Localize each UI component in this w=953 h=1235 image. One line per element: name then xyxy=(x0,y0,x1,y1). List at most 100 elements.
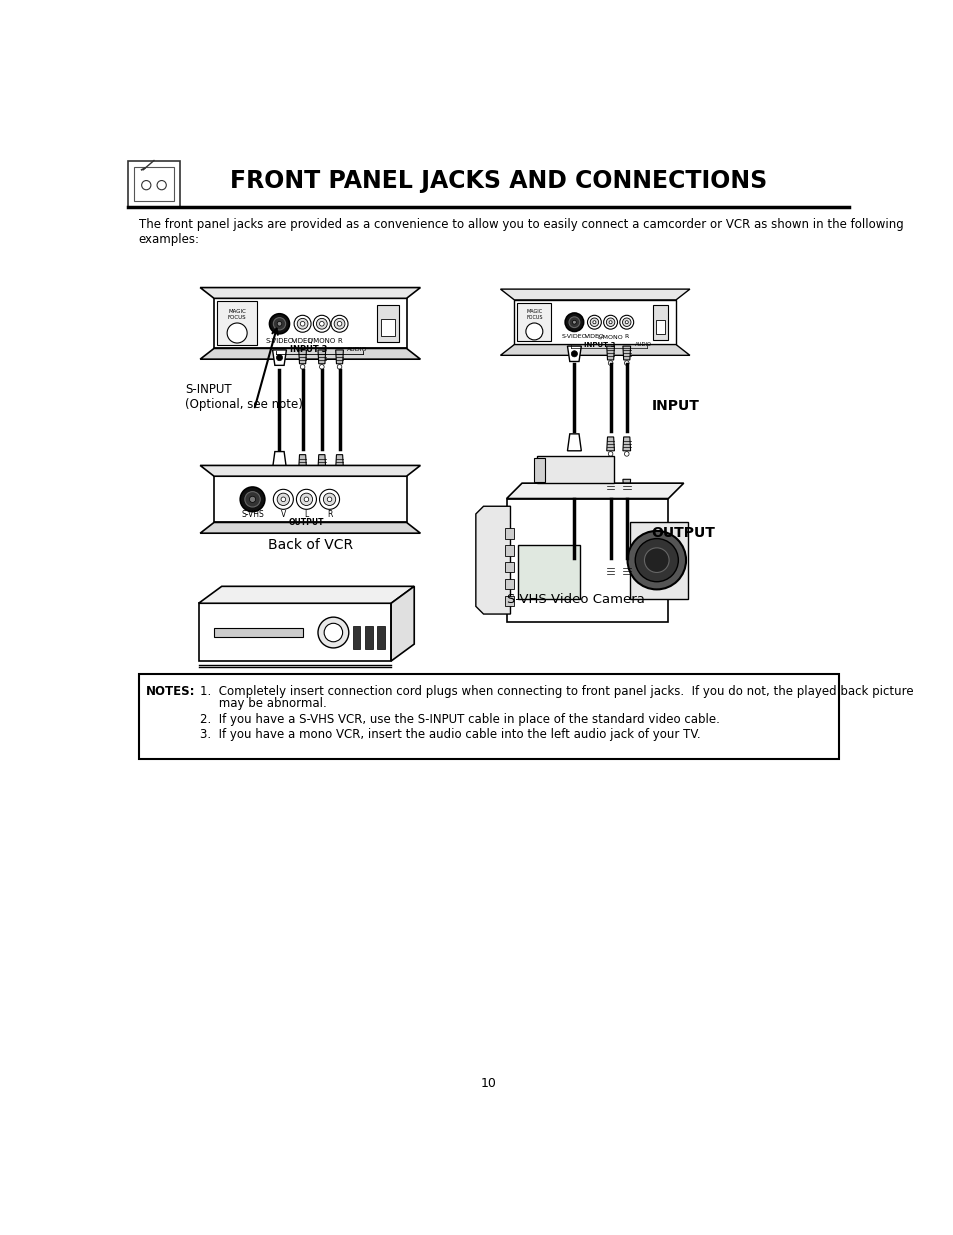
Polygon shape xyxy=(500,289,689,300)
Circle shape xyxy=(608,579,612,583)
Circle shape xyxy=(276,354,282,361)
Text: R: R xyxy=(336,337,341,343)
Polygon shape xyxy=(198,587,414,603)
Circle shape xyxy=(624,494,628,499)
Circle shape xyxy=(319,469,324,474)
Circle shape xyxy=(249,496,255,503)
Circle shape xyxy=(141,180,151,190)
Circle shape xyxy=(297,319,308,330)
Text: R: R xyxy=(327,510,332,519)
Bar xyxy=(138,674,839,758)
Bar xyxy=(376,626,385,650)
Circle shape xyxy=(300,364,305,369)
Circle shape xyxy=(572,320,576,324)
Text: AUDIO: AUDIO xyxy=(635,342,652,347)
Circle shape xyxy=(277,321,281,326)
Polygon shape xyxy=(606,564,614,578)
Polygon shape xyxy=(200,288,420,299)
Circle shape xyxy=(157,180,166,190)
Text: MAGIC
FOCUS: MAGIC FOCUS xyxy=(228,309,246,320)
Bar xyxy=(504,545,514,556)
Polygon shape xyxy=(273,350,286,366)
Circle shape xyxy=(624,361,628,366)
Bar xyxy=(128,161,180,206)
Polygon shape xyxy=(506,483,683,499)
Text: L/MONO: L/MONO xyxy=(598,335,623,340)
Circle shape xyxy=(624,321,628,324)
Text: S-VIDEO: S-VIDEO xyxy=(561,335,587,340)
Circle shape xyxy=(277,493,289,505)
Text: INPUT 3: INPUT 3 xyxy=(584,342,616,347)
Text: INPUT 3: INPUT 3 xyxy=(290,346,327,354)
Bar xyxy=(506,499,668,621)
Text: L/MONO: L/MONO xyxy=(308,337,335,343)
Circle shape xyxy=(245,492,260,508)
Circle shape xyxy=(571,351,577,357)
Circle shape xyxy=(608,452,612,456)
Text: MAGIC
FOCUS: MAGIC FOCUS xyxy=(525,309,542,320)
Text: FRONT PANEL JACKS AND CONNECTIONS: FRONT PANEL JACKS AND CONNECTIONS xyxy=(230,168,767,193)
Bar xyxy=(533,458,544,482)
Polygon shape xyxy=(200,348,420,359)
Text: V: V xyxy=(280,510,286,519)
Polygon shape xyxy=(606,346,614,359)
Circle shape xyxy=(319,489,339,509)
Circle shape xyxy=(635,538,678,582)
Polygon shape xyxy=(298,350,306,364)
Bar xyxy=(217,301,257,346)
Text: Back of VCR: Back of VCR xyxy=(268,537,353,552)
Circle shape xyxy=(304,496,309,501)
Text: S-VHS Video Camera: S-VHS Video Camera xyxy=(506,593,644,606)
Polygon shape xyxy=(391,587,414,661)
Polygon shape xyxy=(317,454,325,468)
Circle shape xyxy=(319,321,324,326)
Circle shape xyxy=(592,321,596,324)
Bar xyxy=(381,319,395,336)
Circle shape xyxy=(336,364,341,369)
Polygon shape xyxy=(500,345,689,356)
Text: 10: 10 xyxy=(480,1077,497,1091)
Polygon shape xyxy=(567,433,580,451)
Circle shape xyxy=(608,494,612,499)
Circle shape xyxy=(564,312,583,331)
Polygon shape xyxy=(200,466,420,477)
Bar xyxy=(376,305,398,342)
Text: VIDEO: VIDEO xyxy=(584,335,603,340)
Circle shape xyxy=(323,493,335,505)
Polygon shape xyxy=(273,452,286,468)
Circle shape xyxy=(608,321,612,324)
Circle shape xyxy=(622,317,630,326)
Bar xyxy=(517,545,579,599)
Circle shape xyxy=(606,317,614,326)
Bar xyxy=(537,456,614,483)
Circle shape xyxy=(274,317,285,330)
Polygon shape xyxy=(335,454,343,468)
Polygon shape xyxy=(622,437,630,451)
Circle shape xyxy=(319,364,324,369)
Circle shape xyxy=(644,548,668,573)
Text: 3.  If you have a mono VCR, insert the audio cable into the left audio jack of y: 3. If you have a mono VCR, insert the au… xyxy=(200,727,700,741)
Circle shape xyxy=(313,315,330,332)
Polygon shape xyxy=(567,561,580,578)
Polygon shape xyxy=(317,350,325,364)
Circle shape xyxy=(525,324,542,340)
Polygon shape xyxy=(335,350,343,364)
Circle shape xyxy=(624,452,628,456)
Circle shape xyxy=(317,618,349,648)
Bar xyxy=(213,299,406,348)
Bar xyxy=(198,603,391,661)
Circle shape xyxy=(571,484,577,490)
Bar xyxy=(652,305,668,340)
Polygon shape xyxy=(622,479,630,493)
Bar xyxy=(514,300,676,345)
Circle shape xyxy=(334,319,345,330)
Polygon shape xyxy=(606,479,614,493)
Polygon shape xyxy=(567,346,580,362)
Bar xyxy=(504,595,514,606)
Polygon shape xyxy=(200,522,420,534)
Text: NOTES:: NOTES: xyxy=(146,685,195,698)
Text: L: L xyxy=(304,510,308,519)
Text: 2.  If you have a S-VHS VCR, use the S-INPUT cable in place of the standard vide: 2. If you have a S-VHS VCR, use the S-IN… xyxy=(200,713,720,726)
Circle shape xyxy=(324,624,342,642)
Circle shape xyxy=(269,314,289,333)
